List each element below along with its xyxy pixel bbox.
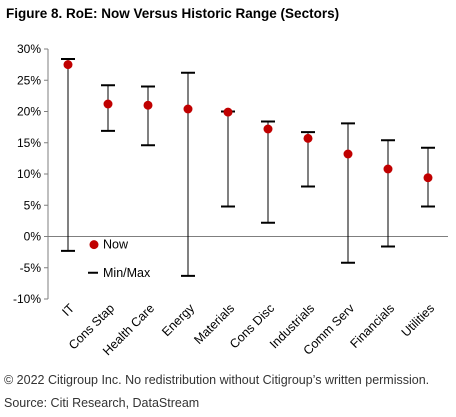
now-marker <box>143 100 153 110</box>
legend-now-label: Now <box>103 238 129 252</box>
now-marker <box>103 99 113 109</box>
x-tick-label: Financials <box>347 301 397 351</box>
x-tick-label: IT <box>59 301 77 319</box>
y-tick-label: -5% <box>20 261 42 275</box>
now-marker <box>263 124 273 134</box>
x-tick-label: Energy <box>159 301 197 339</box>
now-marker <box>223 107 233 117</box>
y-tick-label: 15% <box>17 136 41 150</box>
figure-title: Figure 8. RoE: Now Versus Historic Range… <box>6 6 340 21</box>
y-tick-label: 30% <box>17 42 41 56</box>
now-marker <box>423 173 433 183</box>
now-marker <box>183 104 193 114</box>
y-tick-label: 5% <box>24 198 42 212</box>
now-marker <box>303 133 313 143</box>
x-tick-label: Utilities <box>399 301 437 339</box>
now-marker <box>383 164 393 174</box>
now-marker <box>343 149 353 159</box>
y-tick-label: -10% <box>13 292 41 306</box>
y-tick-label: 0% <box>24 230 42 244</box>
y-tick-label: 25% <box>17 73 41 87</box>
copyright-note: © 2022 Citigroup Inc. No redistribution … <box>4 373 430 387</box>
legend-now-marker <box>89 240 99 250</box>
legend-minmax-label: Min/Max <box>103 266 151 280</box>
y-tick-label: 10% <box>17 167 41 181</box>
chart-container: 30% 25% 20% 15% 10% 5% 0% -5% -10% IT Cons Stap Hea… <box>0 28 456 368</box>
now-marker <box>63 60 73 70</box>
y-tick-label: 20% <box>17 105 41 119</box>
source-note: Source: Citi Research, DataStream <box>4 396 200 410</box>
